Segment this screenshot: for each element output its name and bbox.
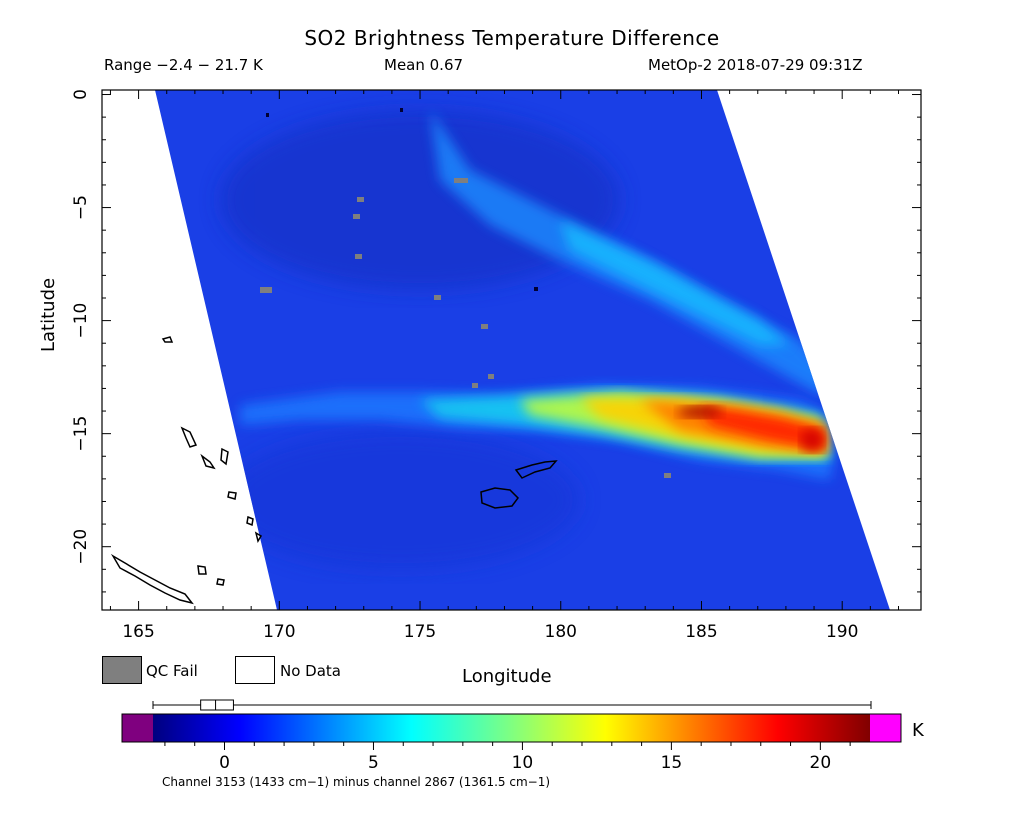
x-tick-label: 170 xyxy=(263,622,295,642)
chart-title: SO2 Brightness Temperature Difference xyxy=(304,26,720,50)
no-data-label: No Data xyxy=(280,662,341,680)
dark-pixels xyxy=(266,108,538,291)
y-tick-label: −10 xyxy=(71,303,91,339)
qc-fail-pixel xyxy=(664,473,671,478)
colorbar-tick-label: 5 xyxy=(368,753,379,773)
swath-dark-region xyxy=(220,430,580,570)
colorbar-gradient xyxy=(153,714,871,742)
island xyxy=(254,531,263,543)
island-vanua-levu xyxy=(514,460,558,479)
swath-dark-region xyxy=(220,110,620,290)
map-frame xyxy=(101,89,922,611)
colorbar-over-swatch xyxy=(870,714,901,742)
qc-fail-pixel xyxy=(260,287,272,293)
island-new-caledonia xyxy=(110,553,194,605)
y-axis: 0 −5 −10 −15 −20 xyxy=(71,89,921,593)
colorbar-ticks: 0 5 10 15 20 xyxy=(164,742,851,773)
island xyxy=(227,491,237,500)
qc-fail-pixel xyxy=(357,197,364,202)
mean-text: Mean 0.67 xyxy=(384,56,464,74)
main-plume-peak xyxy=(678,406,722,418)
colorbar: 0 5 10 15 20 xyxy=(121,699,902,773)
island-viti-levu xyxy=(480,487,519,509)
dark-pixel xyxy=(400,108,403,112)
island xyxy=(246,515,254,527)
y-tick-label: −5 xyxy=(71,195,91,220)
colorbar-tick-label: 10 xyxy=(512,753,534,773)
satellite-time-text: MetOp-2 2018-07-29 09:31Z xyxy=(648,56,863,74)
qc-fail-pixel xyxy=(481,324,488,329)
coastlines xyxy=(110,336,558,605)
qc-fail-pixel xyxy=(434,295,441,300)
main-plume-red xyxy=(700,405,826,450)
y-tick-label: 0 xyxy=(71,89,91,100)
x-tick-label: 175 xyxy=(404,622,436,642)
colorbar-caption: Channel 3153 (1433 cm−1) minus channel 2… xyxy=(162,775,551,789)
qc-fail-pixel xyxy=(355,254,362,259)
dark-pixel xyxy=(534,287,538,291)
x-axis-label: Longitude xyxy=(462,666,552,687)
colorbar-under-swatch xyxy=(122,714,154,742)
qc-fail-pixel xyxy=(488,374,494,379)
island xyxy=(197,565,207,575)
island xyxy=(220,447,229,466)
x-tick-label: 165 xyxy=(122,622,154,642)
secondary-plume-core xyxy=(560,220,790,345)
colorbar-tick-label: 20 xyxy=(810,753,832,773)
qc-fail-label: QC Fail xyxy=(146,662,198,680)
colorbar-boxplot xyxy=(152,699,872,711)
island xyxy=(161,336,174,343)
qc-fail-pixels xyxy=(260,178,671,478)
range-text: Range −2.4 − 21.7 K xyxy=(104,56,263,74)
qc-fail-pixel xyxy=(353,214,360,219)
y-tick-label: −20 xyxy=(71,529,91,565)
swath-layer xyxy=(110,90,890,610)
qc-fail-swatch xyxy=(102,656,142,684)
island xyxy=(216,578,225,586)
x-tick-label: 185 xyxy=(685,622,717,642)
main-plume-peak xyxy=(800,428,824,452)
no-data-swatch xyxy=(235,656,275,684)
qc-fail-pixel xyxy=(472,383,478,388)
dark-pixel xyxy=(266,113,269,117)
x-tick-label: 180 xyxy=(545,622,577,642)
x-axis: 165 170 175 180 185 190 xyxy=(109,90,899,642)
colorbar-unit: K xyxy=(912,720,924,741)
island xyxy=(200,453,216,470)
y-axis-label: Latitude xyxy=(38,277,59,352)
boxplot-box xyxy=(200,699,234,711)
colorbar-tick-label: 0 xyxy=(219,753,230,773)
island xyxy=(180,426,198,448)
colorbar-tick-label: 15 xyxy=(661,753,683,773)
colorbar-frame xyxy=(121,713,902,743)
qc-fail-pixel xyxy=(454,178,468,183)
x-tick-label: 190 xyxy=(826,622,858,642)
y-tick-label: −15 xyxy=(71,416,91,452)
